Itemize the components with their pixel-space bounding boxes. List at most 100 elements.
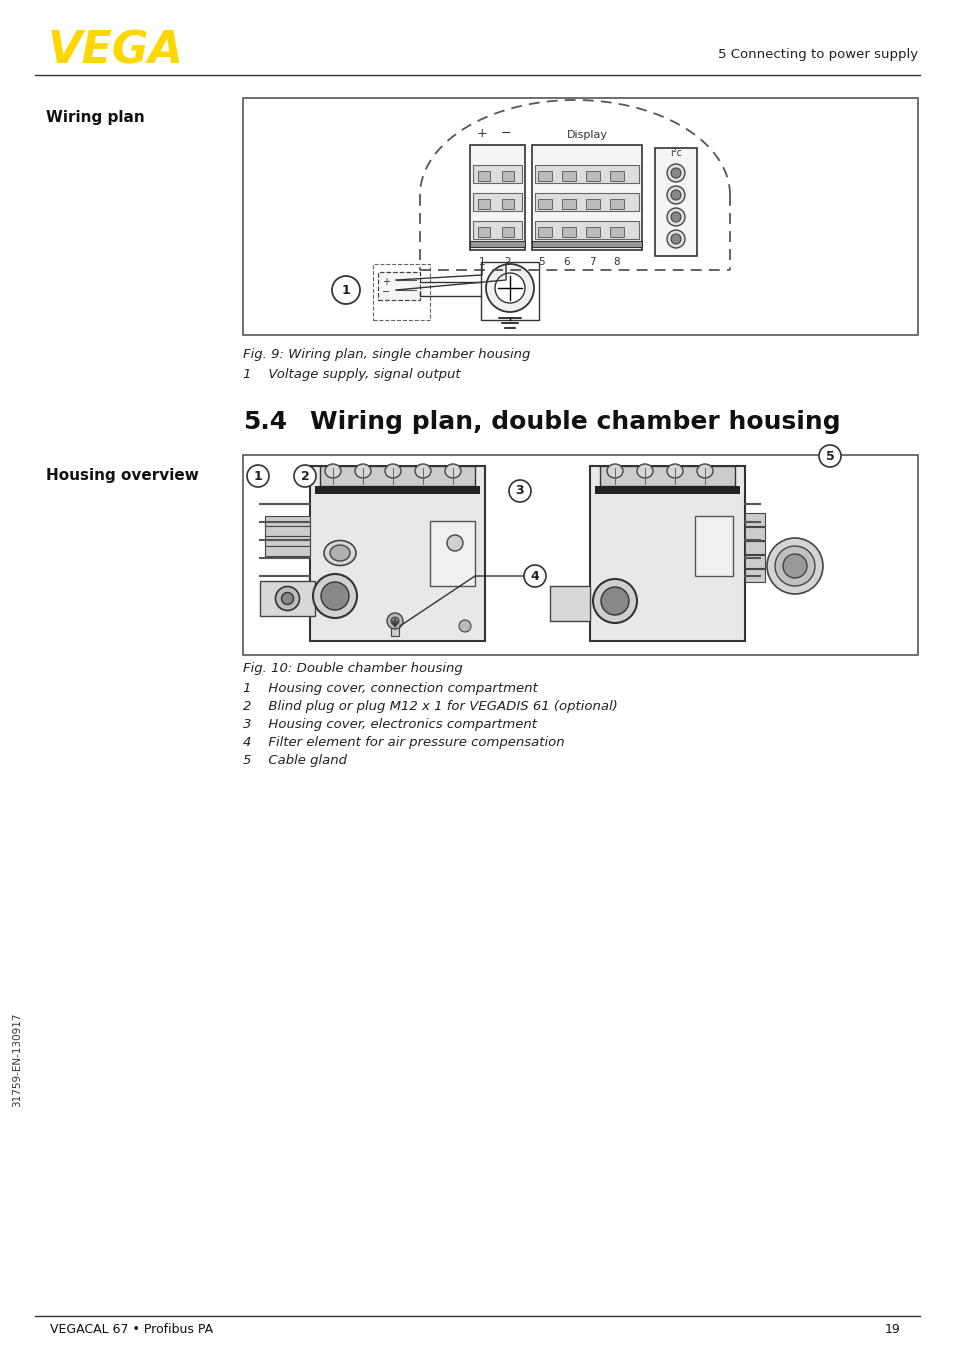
Text: 5.4: 5.4 <box>243 410 287 435</box>
Circle shape <box>818 445 841 467</box>
Text: 6: 6 <box>563 257 570 267</box>
Circle shape <box>281 593 294 604</box>
Bar <box>391 616 398 636</box>
Bar <box>501 227 514 237</box>
Bar <box>470 241 524 246</box>
Circle shape <box>313 574 356 617</box>
Circle shape <box>387 613 402 630</box>
Bar <box>319 466 475 486</box>
Circle shape <box>666 209 684 226</box>
Bar <box>477 227 490 237</box>
Text: 3: 3 <box>516 485 524 497</box>
Bar <box>537 227 552 237</box>
Circle shape <box>670 234 680 244</box>
Circle shape <box>320 582 349 611</box>
Bar <box>480 263 538 320</box>
Bar <box>744 555 764 567</box>
Circle shape <box>774 546 814 586</box>
Text: 5 Connecting to power supply: 5 Connecting to power supply <box>717 47 917 61</box>
Text: Fig. 9: Wiring plan, single chamber housing: Fig. 9: Wiring plan, single chamber hous… <box>243 348 530 362</box>
Circle shape <box>495 274 524 303</box>
Bar <box>477 199 490 209</box>
Ellipse shape <box>385 464 400 478</box>
Text: 5: 5 <box>824 450 834 463</box>
Ellipse shape <box>324 540 355 566</box>
Text: VEGA: VEGA <box>48 30 184 73</box>
Text: 2    Blind plug or plug M12 x 1 for VEGADIS 61 (optional): 2 Blind plug or plug M12 x 1 for VEGADIS… <box>243 700 618 714</box>
Bar <box>473 221 521 240</box>
Text: 1: 1 <box>253 470 262 482</box>
Circle shape <box>332 276 359 305</box>
Bar <box>535 165 639 183</box>
Bar <box>609 199 623 209</box>
Circle shape <box>458 620 471 632</box>
Text: i²c: i²c <box>669 148 681 158</box>
Text: Wiring plan: Wiring plan <box>46 110 145 125</box>
Text: 1: 1 <box>341 283 350 297</box>
Text: Wiring plan, double chamber housing: Wiring plan, double chamber housing <box>310 410 840 435</box>
Text: 5    Cable gland: 5 Cable gland <box>243 754 347 766</box>
Text: VEGACAL 67 • Profibus PA: VEGACAL 67 • Profibus PA <box>50 1323 213 1336</box>
Bar <box>537 199 552 209</box>
Bar <box>310 466 484 640</box>
Ellipse shape <box>415 464 431 478</box>
Bar <box>473 165 521 183</box>
Circle shape <box>670 168 680 177</box>
Bar <box>265 546 310 556</box>
Text: 2: 2 <box>300 470 309 482</box>
Text: +: + <box>476 127 487 139</box>
Circle shape <box>766 538 822 594</box>
Text: 3    Housing cover, electronics compartment: 3 Housing cover, electronics compartment <box>243 718 537 731</box>
Text: Display: Display <box>566 130 607 139</box>
Bar <box>744 569 764 582</box>
Text: 1: 1 <box>478 257 485 267</box>
Circle shape <box>391 617 398 626</box>
Circle shape <box>247 464 269 487</box>
Bar <box>532 241 641 246</box>
Circle shape <box>275 586 299 611</box>
Bar <box>537 171 552 181</box>
Bar <box>561 199 576 209</box>
Bar <box>265 536 310 546</box>
Circle shape <box>600 588 628 615</box>
Bar <box>609 171 623 181</box>
Bar <box>561 227 576 237</box>
Ellipse shape <box>666 464 682 478</box>
Bar <box>473 194 521 211</box>
Text: 2: 2 <box>504 257 511 267</box>
Bar <box>744 527 764 540</box>
Ellipse shape <box>325 464 340 478</box>
Bar <box>477 171 490 181</box>
Bar <box>744 513 764 525</box>
Text: +: + <box>381 278 390 287</box>
Bar <box>561 171 576 181</box>
Ellipse shape <box>330 546 350 561</box>
Circle shape <box>666 230 684 248</box>
Bar <box>430 521 475 586</box>
Text: −: − <box>500 127 511 139</box>
Text: 1    Housing cover, connection compartment: 1 Housing cover, connection compartment <box>243 682 537 695</box>
Bar <box>532 145 641 250</box>
Bar <box>550 586 589 621</box>
Bar <box>373 264 430 320</box>
Bar <box>260 581 314 616</box>
Ellipse shape <box>606 464 622 478</box>
Circle shape <box>782 554 806 578</box>
Circle shape <box>670 190 680 200</box>
Text: 4    Filter element for air pressure compensation: 4 Filter element for air pressure compen… <box>243 737 564 749</box>
Circle shape <box>666 164 684 181</box>
Bar <box>535 221 639 240</box>
Circle shape <box>447 535 462 551</box>
Text: 19: 19 <box>883 1323 899 1336</box>
Bar <box>265 516 310 525</box>
Text: Housing overview: Housing overview <box>46 468 198 483</box>
Text: −: − <box>381 287 390 297</box>
Ellipse shape <box>637 464 652 478</box>
Text: 7: 7 <box>588 257 595 267</box>
Circle shape <box>485 264 534 311</box>
Bar <box>599 466 734 486</box>
Bar <box>585 171 599 181</box>
Text: 8: 8 <box>613 257 619 267</box>
Circle shape <box>523 565 545 588</box>
Bar <box>265 525 310 536</box>
